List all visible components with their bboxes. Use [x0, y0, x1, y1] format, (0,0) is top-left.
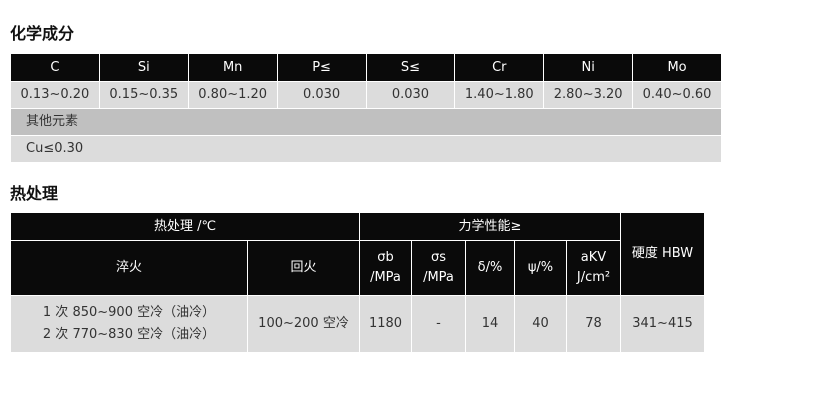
heat-title: 热处理	[10, 184, 59, 203]
unit: /MPa	[370, 270, 401, 285]
value-cell: 0.40~0.60	[632, 81, 722, 109]
temper-cell: 100~200 空冷	[247, 295, 360, 353]
akv-header: aKV J/cm²	[566, 240, 621, 296]
unit: /MPa	[423, 270, 454, 285]
delta-header: δ/%	[465, 240, 515, 296]
value-cell: 0.030	[276, 81, 367, 109]
table-row: 1 次 850~900 空冷（油冷） 2 次 770~830 空冷（油冷） 100…	[10, 295, 705, 353]
value-cell: 2.80~3.20	[543, 81, 634, 109]
value-cell: 0.15~0.35	[98, 81, 189, 109]
chem-header-row: C Si Mn P≤ S≤ Cr Ni Mo	[10, 53, 722, 82]
value-cell: 0.13~0.20	[10, 81, 100, 109]
sigma-s-header: σs/MPa	[411, 240, 466, 296]
quench-cell: 1 次 850~900 空冷（油冷） 2 次 770~830 空冷（油冷）	[10, 295, 248, 353]
chem-table: C Si Mn P≤ S≤ Cr Ni Mo 0.13~0.20 0.15~0.…	[10, 53, 722, 163]
delta-cell: 14	[465, 295, 515, 353]
sigma-b-cell: 1180	[359, 295, 412, 353]
header-cell: S≤	[365, 53, 456, 82]
psi-cell: 40	[514, 295, 567, 353]
chem-title: 化学成分	[10, 24, 75, 43]
header-cell: P≤	[276, 53, 367, 82]
group-heat-treatment: 热处理 /℃	[10, 212, 360, 241]
unit: J/cm²	[576, 270, 611, 285]
quench-header: 淬火	[10, 240, 248, 296]
heat-table: 热处理 /℃ 力学性能≥ 硬度 HBW 淬火 回火 σb/MPa σs/MPa …	[10, 212, 705, 353]
value-cell: 1.40~1.80	[454, 81, 545, 109]
label: σs	[430, 250, 446, 265]
header-cell: Mn	[187, 53, 278, 82]
sigma-b-header: σb/MPa	[359, 240, 412, 296]
hbw-cell: 341~415	[620, 295, 705, 353]
label: aKV	[580, 250, 607, 265]
label: σb	[377, 250, 394, 265]
akv-cell: 78	[566, 295, 621, 353]
header-cell: C	[10, 53, 100, 82]
hardness-header: 硬度 HBW	[620, 212, 705, 296]
header-cell: Cr	[454, 53, 545, 82]
other-elements-label: 其他元素	[10, 108, 722, 136]
header-cell: Mo	[632, 53, 722, 82]
psi-header: ψ/%	[514, 240, 567, 296]
value-cell: 0.030	[365, 81, 456, 109]
quench-line: 2 次 770~830 空冷（油冷）	[42, 327, 216, 342]
other-elements-value: Cu≤0.30	[10, 135, 722, 163]
group-mechanical: 力学性能≥	[359, 212, 621, 241]
sigma-s-cell: -	[411, 295, 466, 353]
chem-value-row: 0.13~0.20 0.15~0.35 0.80~1.20 0.030 0.03…	[10, 81, 722, 109]
header-cell: Ni	[543, 53, 634, 82]
value-cell: 0.80~1.20	[187, 81, 278, 109]
quench-line: 1 次 850~900 空冷（油冷）	[42, 305, 216, 320]
header-cell: Si	[98, 53, 189, 82]
temper-header: 回火	[247, 240, 360, 296]
